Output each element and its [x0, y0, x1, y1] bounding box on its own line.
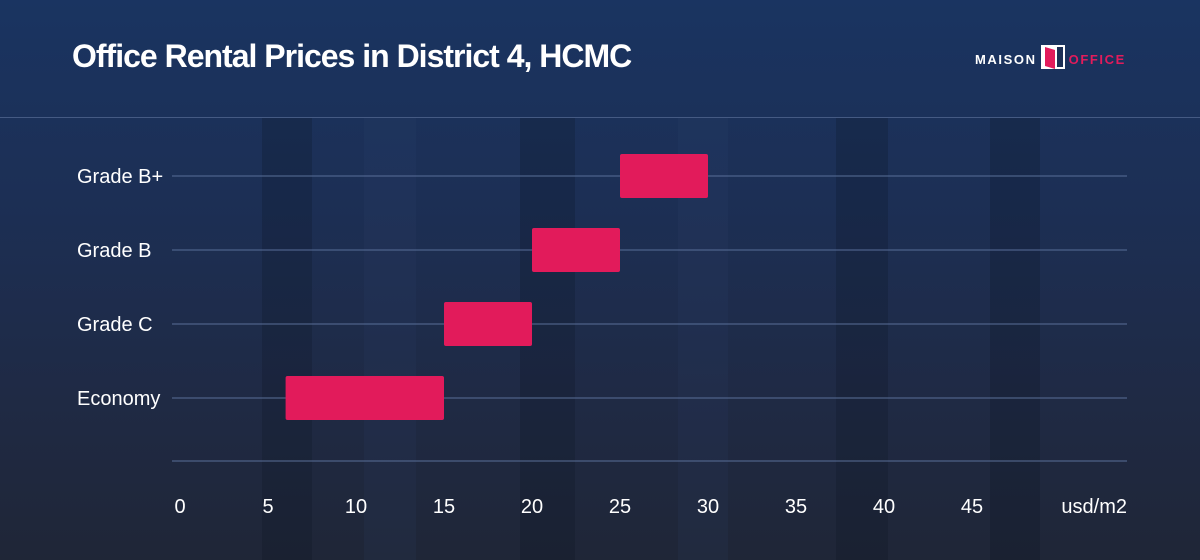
brand-door-icon	[1040, 43, 1065, 76]
x-tick-label: 0	[174, 496, 185, 518]
header-divider	[0, 117, 1200, 118]
category-label: Grade C	[77, 314, 153, 336]
x-tick-label: 10	[345, 496, 367, 518]
category-label: Grade B+	[77, 166, 163, 188]
background-shade	[990, 118, 1040, 560]
range-bar	[532, 228, 620, 272]
x-tick-label: 35	[785, 496, 807, 518]
x-tick-label: 30	[697, 496, 719, 518]
x-tick-label: 15	[433, 496, 455, 518]
x-unit-label: usd/m2	[1061, 496, 1127, 518]
brand-logo: MAISON OFFICE	[975, 44, 1126, 74]
category-label: Economy	[77, 388, 160, 410]
range-bar	[620, 154, 708, 198]
x-tick-label: 45	[961, 496, 983, 518]
x-tick-label: 25	[609, 496, 631, 518]
brand-name-left: MAISON	[975, 51, 1037, 67]
range-bar	[444, 302, 532, 346]
x-tick-label: 20	[521, 496, 543, 518]
category-label: Grade B	[77, 240, 151, 262]
x-tick-label: 5	[262, 496, 273, 518]
background-shade	[836, 118, 888, 560]
range-bar	[285, 376, 444, 420]
brand-name-right: OFFICE	[1068, 51, 1126, 67]
x-tick-label: 40	[873, 496, 895, 518]
background-shade	[364, 118, 416, 560]
background-shade	[262, 118, 312, 560]
page-title: Office Rental Prices in District 4, HCMC	[72, 38, 632, 74]
